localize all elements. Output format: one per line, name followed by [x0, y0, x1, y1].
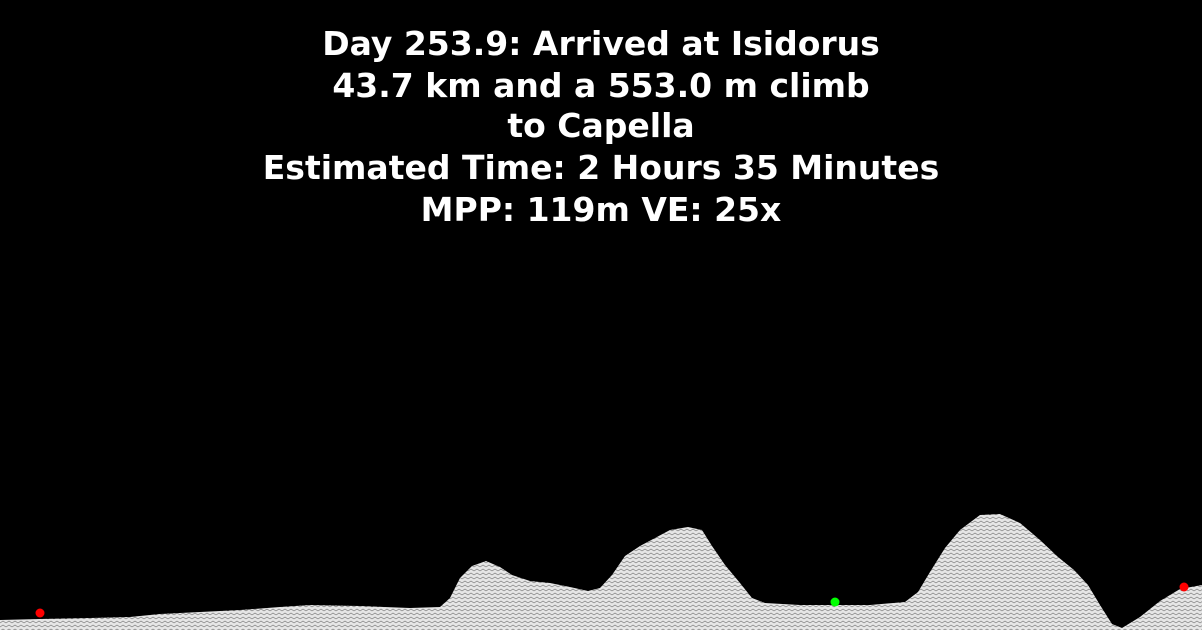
terrain-silhouette: [0, 514, 1202, 630]
end-marker: [1179, 582, 1189, 592]
title-line: Day 253.9: Arrived at Isidorus: [322, 24, 880, 63]
estimated-time-line: Estimated Time: 2 Hours 35 Minutes: [262, 148, 940, 187]
destination-line: to Capella: [507, 106, 695, 145]
current-position-marker: [830, 597, 840, 607]
distance-climb-line: 43.7 km and a 553.0 m climb: [332, 66, 870, 105]
caption: Day 253.9: Arrived at Isidorus 43.7 km a…: [0, 22, 1202, 230]
start-marker: [35, 608, 45, 618]
scale-line: MPP: 119m VE: 25x: [420, 190, 782, 229]
